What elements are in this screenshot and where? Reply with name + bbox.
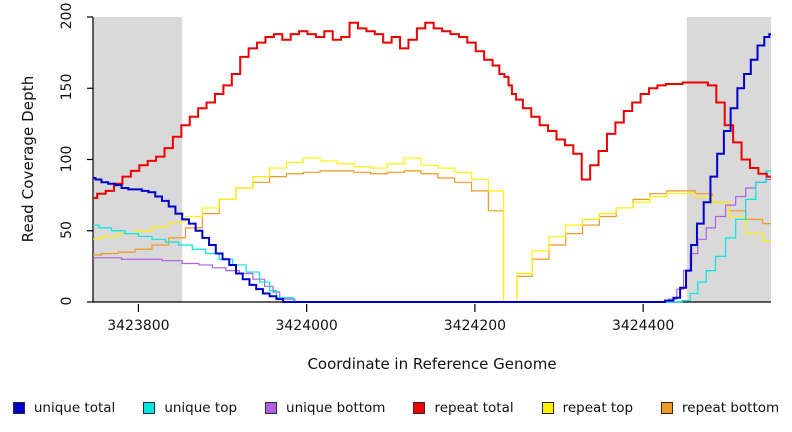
legend-item-unique-top[interactable]: unique top [143, 400, 237, 416]
right-flank-shade [686, 17, 771, 302]
legend-label: repeat top [562, 400, 634, 416]
legend-item-repeat-bottom[interactable]: repeat bottom [661, 400, 779, 416]
series-line-repeat-total [93, 21, 771, 199]
legend-label: unique top [164, 400, 238, 416]
x-axis-label: Coordinate in Reference Genome [307, 355, 557, 373]
legend-label: repeat total [434, 400, 514, 416]
legend-swatch-icon [12, 402, 25, 414]
legend-label: unique total [33, 400, 116, 416]
x-tick-label: 3424200 [443, 318, 507, 334]
series-line-repeat-bottom [93, 170, 771, 303]
y-tick-label: 150 [59, 73, 75, 101]
legend-swatch-icon [143, 402, 156, 414]
chart-legend: unique total unique top unique bottom repea… [0, 396, 792, 420]
legend-item-repeat-top[interactable]: repeat top [541, 400, 634, 416]
series-line-repeat-top [93, 157, 771, 303]
legend-item-repeat-total[interactable]: repeat total [413, 400, 514, 416]
legend-swatch-icon [413, 402, 426, 414]
y-tick-label: 200 [59, 2, 75, 30]
y-axis-label: Read Coverage Depth [19, 75, 37, 243]
legend-swatch-icon [265, 402, 278, 414]
series-line-unique-bottom [93, 178, 771, 303]
legend-item-unique-bottom[interactable]: unique bottom [265, 400, 385, 416]
legend-swatch-icon [661, 402, 674, 414]
y-tick-label: 0 [59, 296, 75, 306]
x-tick-label: 3424000 [275, 318, 338, 334]
y-tick-label: 100 [59, 145, 75, 172]
x-tick-label: 3423800 [107, 318, 170, 334]
x-tick-label: 3424400 [611, 318, 675, 334]
left-flank-shade [93, 17, 183, 302]
legend-swatch-icon [541, 402, 554, 414]
y-tick-label: 50 [59, 220, 75, 239]
series-line-unique-total [93, 33, 771, 303]
legend-label: unique bottom [286, 400, 386, 416]
axis-lines [92, 17, 771, 303]
legend-item-unique-total[interactable]: unique total [12, 400, 116, 416]
legend-label: repeat bottom [682, 400, 780, 416]
